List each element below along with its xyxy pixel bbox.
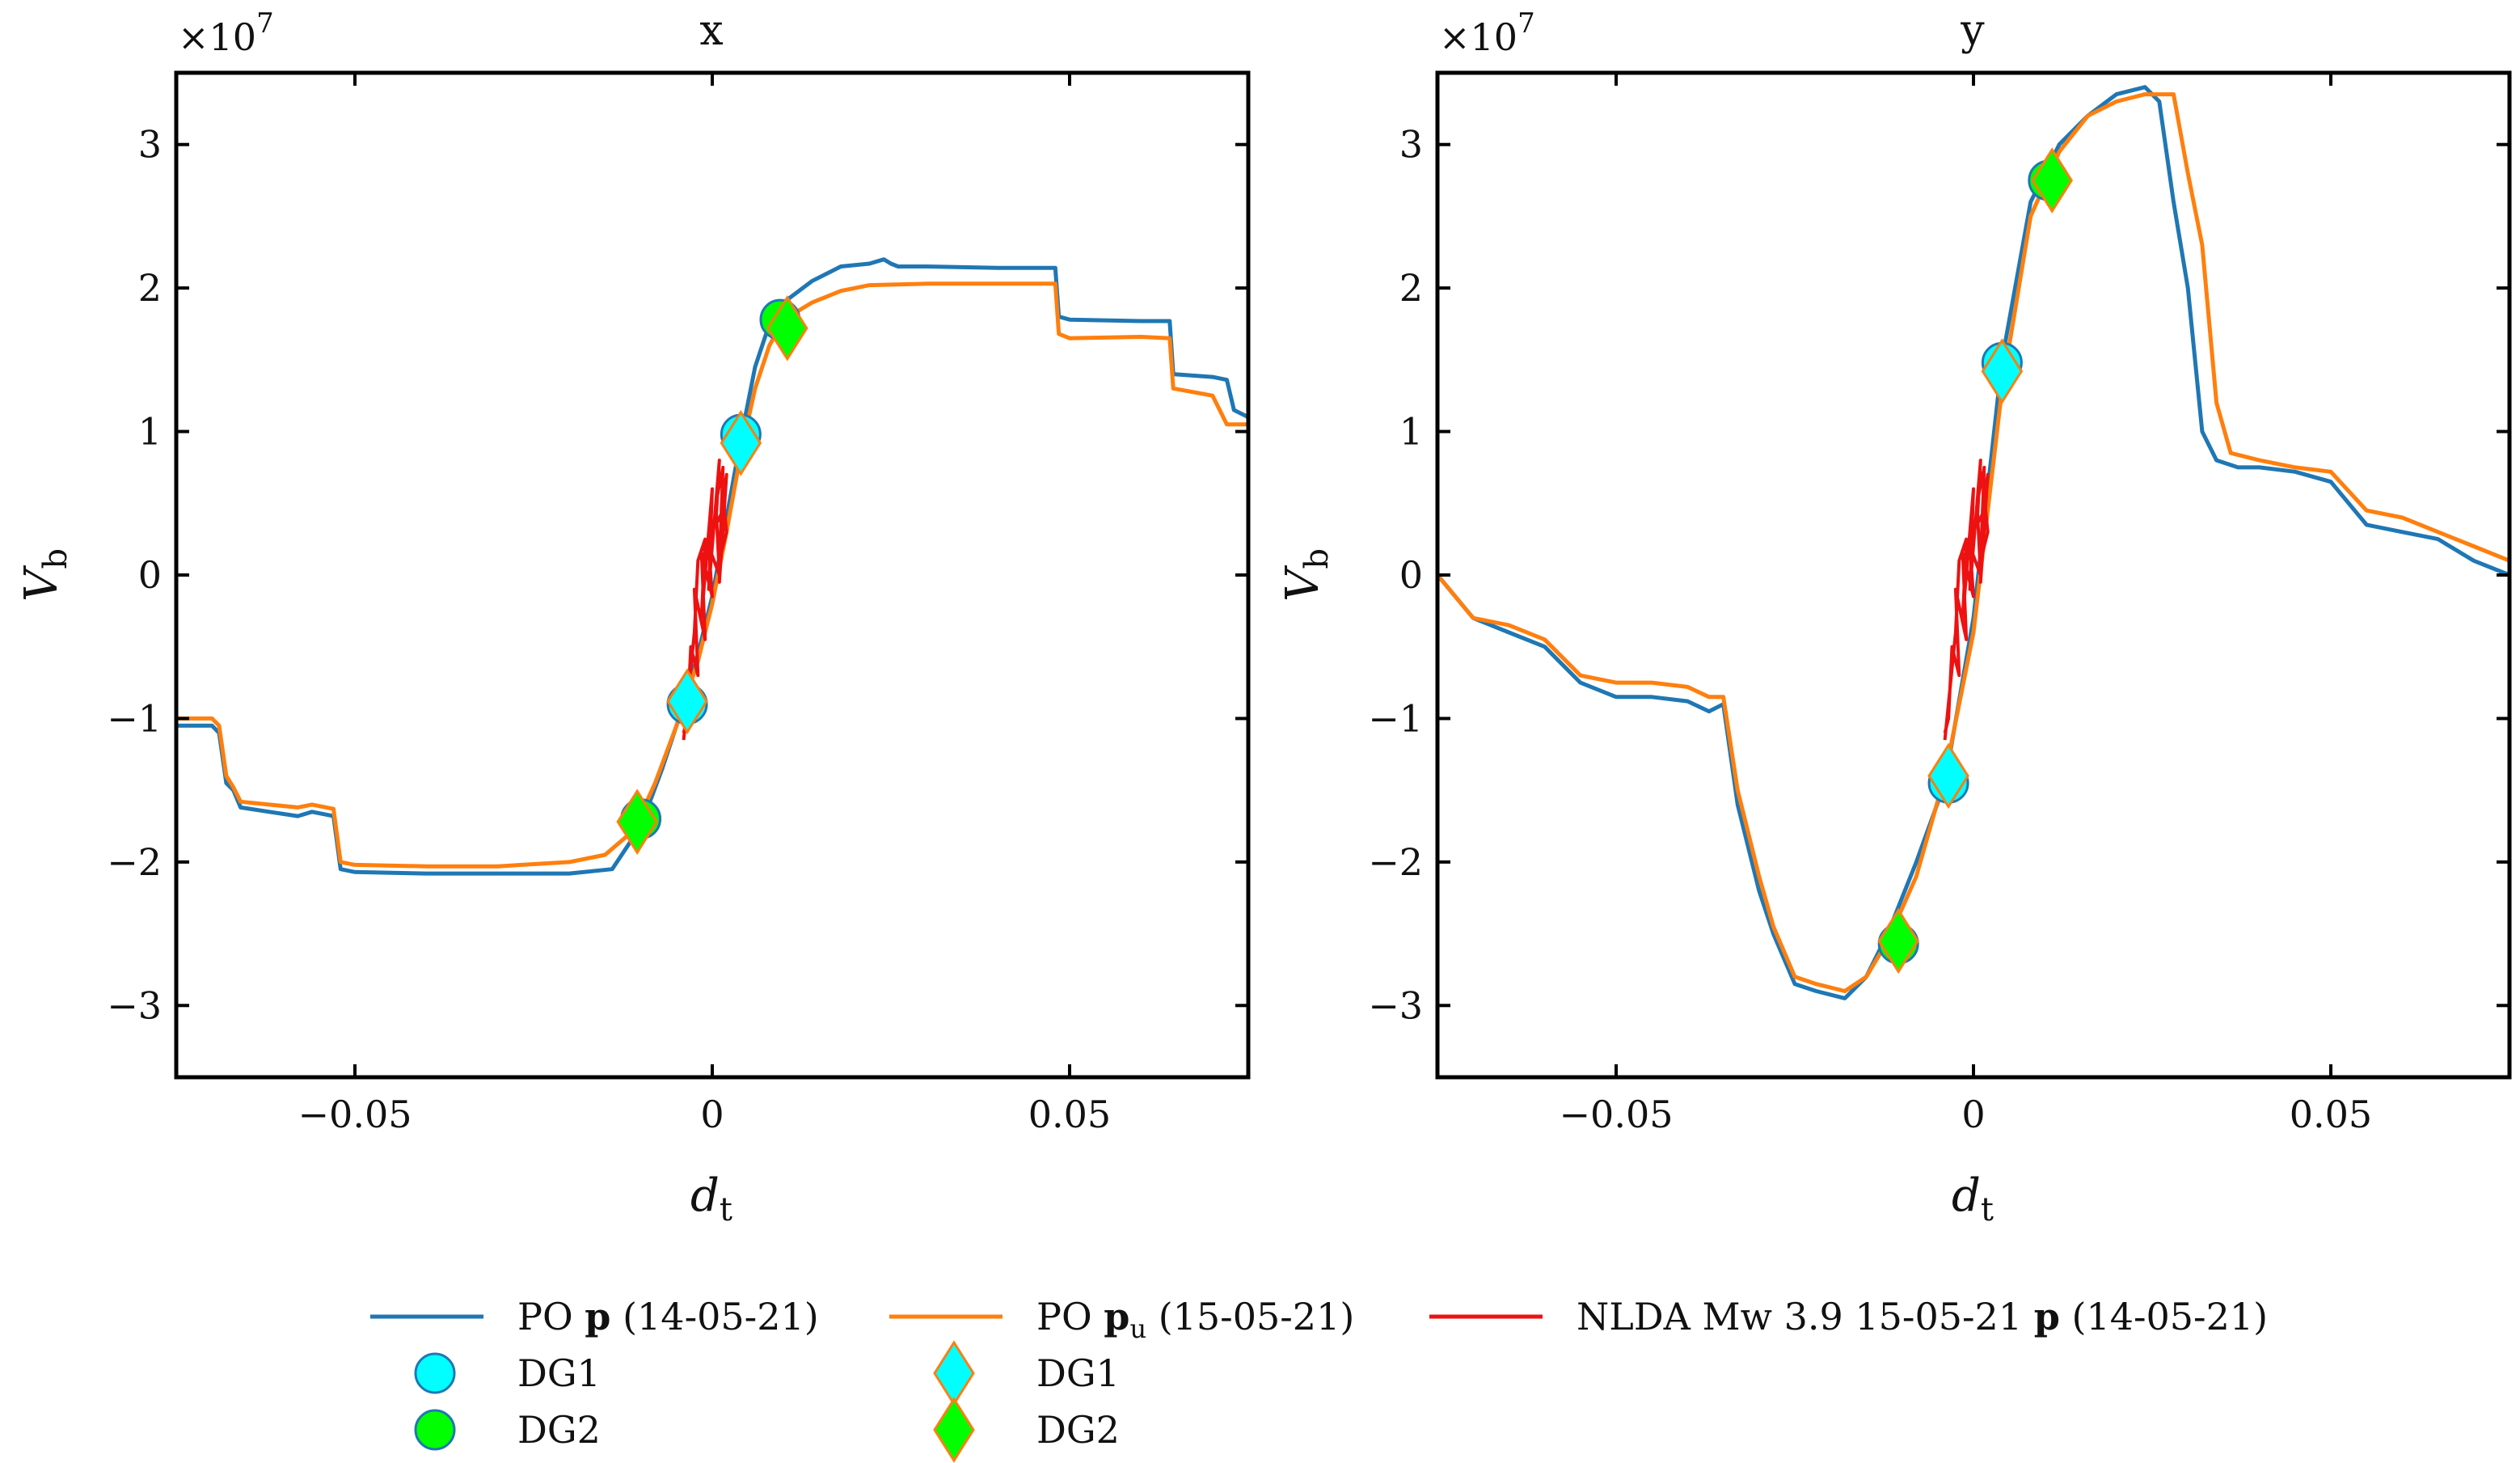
legend-item-dg1-diamond: DG1: [933, 1340, 1120, 1406]
plot-area-x: [176, 257, 1248, 876]
series-line-y-nlda-mw-3-9-15-05-21-p-14-05-21: [1943, 459, 1990, 741]
legend-label-dg1-circle: DG1: [517, 1351, 601, 1395]
panel-x-title: x: [699, 6, 723, 55]
xlabel-x: dt: [690, 1169, 732, 1228]
panel-x-multiplier: ×107: [178, 7, 274, 59]
ytick-label-x-4: 1: [138, 410, 162, 454]
xlabel-y: dt: [1952, 1169, 1994, 1228]
legend-marker-dg2-diamond: [933, 1397, 975, 1463]
axis-ticks-x: −3 −2 −1 0 1 2 3 −0.05 0 0.05: [107, 73, 1248, 1136]
legend-marker-dg1-circle: [414, 1352, 456, 1394]
marker-y-dg1-diamond-1: [1927, 742, 1969, 810]
legend-item-dg1-circle: DG1: [414, 1351, 601, 1395]
xtick-label-x-1: 0: [700, 1093, 724, 1136]
xtick-label-x-0: −0.05: [298, 1093, 412, 1136]
ytick-label-x-0: −3: [107, 983, 162, 1027]
legend-item-nlda: NLDA Mw 3.9 15-05-21 p (14-05-21): [1429, 1295, 2268, 1338]
legend-label-dg2-circle: DG2: [517, 1408, 601, 1452]
legend-label-nlda: NLDA Mw 3.9 15-05-21 p (14-05-21): [1577, 1295, 2268, 1338]
marker-y-dg1-diamond-2: [1981, 338, 2024, 404]
panel-y-multiplier: ×107: [1439, 7, 1535, 59]
marker-x-dg2-diamond-1: [616, 789, 658, 855]
ytick-label-y-6: 3: [1399, 123, 1423, 167]
ytick-label-y-1: −2: [1368, 840, 1423, 884]
marker-x-dg2-diamond-2: [766, 295, 808, 362]
ytick-label-x-2: −1: [107, 696, 162, 740]
legend-label-po-p: PO p (14-05-21): [517, 1295, 819, 1338]
legend-marker-dg2-circle: [414, 1409, 456, 1451]
axis-ticks-y: −3 −2 −1 0 1 2 3 −0.05 0 0.05: [1368, 73, 2509, 1136]
ylabel-y: Vb: [1277, 548, 1336, 602]
marker-y-dg2-diamond-2: [2031, 147, 2074, 214]
ytick-label-x-1: −2: [107, 840, 162, 884]
legend-label-dg2-diamond: DG2: [1036, 1408, 1120, 1452]
ytick-label-y-0: −3: [1368, 983, 1423, 1027]
xtick-label-y-0: −0.05: [1560, 1093, 1674, 1136]
legend-item-dg2-diamond: DG2: [933, 1397, 1120, 1463]
legend-label-dg1-diamond: DG1: [1036, 1351, 1120, 1395]
legend-item-po-p: PO p (14-05-21): [370, 1295, 819, 1338]
marker-x-dg1-diamond-2: [720, 409, 762, 476]
series-line-x-po-p-14-05-21: [176, 257, 1248, 876]
ytick-label-y-3: 0: [1399, 553, 1423, 597]
panel-y: y ×107 −3 −2 −1 0 1 2 3 −0.05 0 0.05 dt Vb: [1277, 6, 2512, 1228]
ytick-label-y-2: −1: [1368, 696, 1423, 740]
ytick-label-x-3: 0: [138, 553, 162, 597]
xtick-label-y-1: 0: [1961, 1093, 1985, 1136]
panel-x: x ×107 −3 −2 −1 0 1 2 3 −0.05 0 0.05 dt Vb: [15, 6, 1251, 1228]
legend-label-po-pu: PO pu (15-05-21): [1036, 1295, 1354, 1344]
xtick-label-x-2: 0.05: [1028, 1093, 1111, 1136]
panel-y-title: y: [1960, 6, 1985, 55]
legend-item-po-pu: PO pu (15-05-21): [889, 1295, 1354, 1344]
ytick-label-x-6: 3: [138, 123, 162, 167]
xtick-label-y-2: 0.05: [2290, 1093, 2372, 1136]
marker-y-dg2-diamond-1: [1877, 907, 1919, 975]
ylabel-x: Vb: [15, 548, 74, 602]
ytick-label-y-4: 1: [1399, 410, 1423, 454]
ytick-label-x-5: 2: [138, 266, 162, 310]
series-line-x-nlda-mw-3-9-15-05-21-p-14-05-21: [682, 459, 728, 741]
marker-x-dg1-diamond-1: [666, 668, 708, 734]
series-line-y-po-pu-15-05-21: [1437, 92, 2509, 993]
plot-area-y: [1437, 85, 2509, 1000]
ytick-label-y-5: 2: [1399, 266, 1423, 310]
legend-item-dg2-circle: DG2: [414, 1408, 601, 1452]
legend: PO p (14-05-21) PO pu (15-05-21) NLDA Mw…: [370, 1295, 2268, 1463]
